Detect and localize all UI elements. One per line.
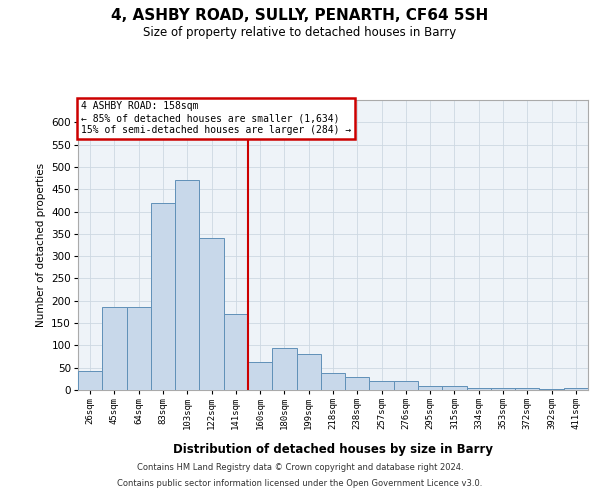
Bar [539,389,564,390]
Bar [394,381,418,390]
Text: 4 ASHBY ROAD: 158sqm
← 85% of detached houses are smaller (1,634)
15% of semi-de: 4 ASHBY ROAD: 158sqm ← 85% of detached h… [80,102,351,134]
Bar [296,354,321,390]
Text: Contains HM Land Registry data © Crown copyright and database right 2024.: Contains HM Land Registry data © Crown c… [137,464,463,472]
Bar [224,314,248,390]
Bar [515,388,539,390]
Bar [199,238,224,390]
Y-axis label: Number of detached properties: Number of detached properties [36,163,46,327]
Bar [467,388,491,390]
Text: Size of property relative to detached houses in Barry: Size of property relative to detached ho… [143,26,457,39]
Bar [442,386,467,390]
Bar [248,362,272,390]
Bar [564,388,588,390]
Bar [151,202,175,390]
Bar [370,381,394,390]
Bar [102,308,127,390]
Bar [345,376,370,390]
Bar [321,373,345,390]
Text: Contains public sector information licensed under the Open Government Licence v3: Contains public sector information licen… [118,478,482,488]
Bar [78,372,102,390]
Bar [418,386,442,390]
Bar [127,308,151,390]
Text: Distribution of detached houses by size in Barry: Distribution of detached houses by size … [173,442,493,456]
Bar [175,180,199,390]
Bar [272,348,296,390]
Bar [491,388,515,390]
Text: 4, ASHBY ROAD, SULLY, PENARTH, CF64 5SH: 4, ASHBY ROAD, SULLY, PENARTH, CF64 5SH [112,8,488,22]
